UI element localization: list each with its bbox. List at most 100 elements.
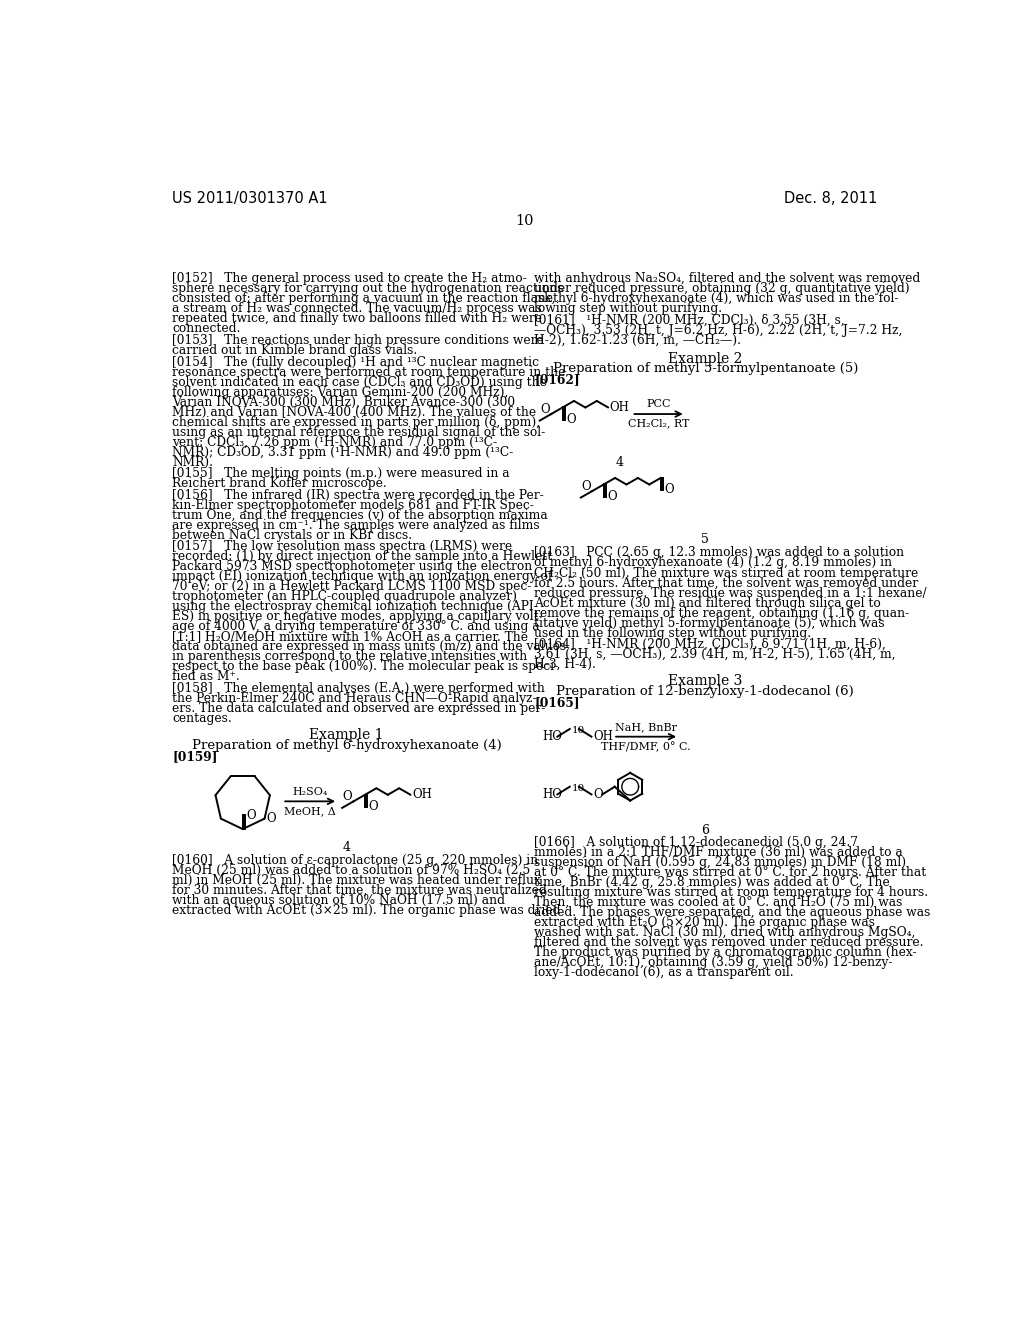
Text: Varian INOVA-300 (300 MHz), Bruker Avance-300 (300: Varian INOVA-300 (300 MHz), Bruker Avanc… [172,396,515,409]
Text: are expressed in cm⁻¹. The samples were analyzed as films: are expressed in cm⁻¹. The samples were … [172,519,540,532]
Text: O: O [566,413,577,425]
Text: used in the following step without purifying.: used in the following step without purif… [535,627,811,640]
Text: impact (EI) ionization technique with an ionization energy of: impact (EI) ionization technique with an… [172,570,553,583]
Text: O: O [247,809,256,822]
Text: with an aqueous solution of 10% NaOH (17.5 ml) and: with an aqueous solution of 10% NaOH (17… [172,894,505,907]
Text: chemical shifts are expressed in parts per million (δ, ppm),: chemical shifts are expressed in parts p… [172,416,541,429]
Text: resulting mixture was stirred at room temperature for 4 hours.: resulting mixture was stirred at room te… [535,886,928,899]
Text: [1:1] H₂O/MeOH mixture with 1% AcOH as a carrier. The: [1:1] H₂O/MeOH mixture with 1% AcOH as a… [172,631,528,643]
Text: [0156]   The infrared (IR) spectra were recorded in the Per-: [0156] The infrared (IR) spectra were re… [172,488,544,502]
Text: under reduced pressure, obtaining (32 g, quantitative yield): under reduced pressure, obtaining (32 g,… [535,282,909,296]
Text: at 0° C. The mixture was stirred at 0° C. for 2 hours. After that: at 0° C. The mixture was stirred at 0° C… [535,866,927,879]
Text: HO: HO [542,730,562,743]
Text: carried out in Kimble brand glass vials.: carried out in Kimble brand glass vials. [172,345,418,356]
Text: THF/DMF, 0° C.: THF/DMF, 0° C. [601,742,691,752]
Text: O: O [593,788,603,801]
Text: 10: 10 [571,784,585,793]
Text: recorded: (1) by direct injection of the sample into a Hewlett: recorded: (1) by direct injection of the… [172,550,552,564]
Text: ES) in positive or negative modes, applying a capillary volt-: ES) in positive or negative modes, apply… [172,610,543,623]
Text: [0154]   The (fully decoupled) ¹H and ¹³C nuclear magnetic: [0154] The (fully decoupled) ¹H and ¹³C … [172,355,540,368]
Text: between NaCl crystals or in KBr discs.: between NaCl crystals or in KBr discs. [172,529,413,541]
Text: data obtained are expressed in mass units (m/z) and the values: data obtained are expressed in mass unit… [172,640,566,653]
Text: of methyl 6-hydroxyhexanoate (4) (1.2 g, 8.19 mmoles) in: of methyl 6-hydroxyhexanoate (4) (1.2 g,… [535,557,892,569]
Text: 6: 6 [701,824,710,837]
Text: Dec. 8, 2011: Dec. 8, 2011 [784,191,878,206]
Text: [0153]   The reactions under high pressure conditions were: [0153] The reactions under high pressure… [172,334,544,347]
Text: [0159]: [0159] [172,750,217,763]
Text: ane/AcOEt, 10:1), obtaining (3.59 g, yield 50%) 12-benzy-: ane/AcOEt, 10:1), obtaining (3.59 g, yie… [535,956,893,969]
Text: Packard 5973 MSD spectrophotometer using the electron: Packard 5973 MSD spectrophotometer using… [172,561,532,573]
Text: age of 4000 V, a drying temperature of 330° C. and using a: age of 4000 V, a drying temperature of 3… [172,620,540,634]
Text: O: O [342,789,352,803]
Text: The product was purified by a chromatographic column (hex-: The product was purified by a chromatogr… [535,946,916,960]
Text: consisted of: after performing a vacuum in the reaction flask,: consisted of: after performing a vacuum … [172,293,556,305]
Text: OH: OH [412,788,432,801]
Text: H-2), 1.62-1.23 (6H, m, —CH₂—).: H-2), 1.62-1.23 (6H, m, —CH₂—). [535,334,741,347]
Text: O: O [665,483,674,496]
Text: PCC: PCC [646,400,671,409]
Text: MeOH, Δ: MeOH, Δ [285,807,336,816]
Text: MHz) and Varian [NOVA-400 (400 MHz). The values of the: MHz) and Varian [NOVA-400 (400 MHz). The… [172,405,537,418]
Text: O: O [267,812,276,825]
Text: [0164]   ¹H-NMR (200 MHz, CDCl₃). δ 9.71 (1H, m, H-6),: [0164] ¹H-NMR (200 MHz, CDCl₃). δ 9.71 (… [535,638,886,651]
Text: resonance spectra were performed at room temperature in the: resonance spectra were performed at room… [172,366,565,379]
Text: for 2.5 hours. After that time, the solvent was removed under: for 2.5 hours. After that time, the solv… [535,577,919,590]
Text: kin-Elmer spectrophotometer models 681 and FT-IR Spec-: kin-Elmer spectrophotometer models 681 a… [172,499,535,512]
Text: following apparatuses: Varian Gemini-200 (200 MHz),: following apparatuses: Varian Gemini-200… [172,385,509,399]
Text: connected.: connected. [172,322,241,335]
Text: US 2011/0301370 A1: US 2011/0301370 A1 [172,191,328,206]
Text: O: O [581,479,591,492]
Text: CH₂Cl₂ (50 ml). The mixture was stirred at room temperature: CH₂Cl₂ (50 ml). The mixture was stirred … [535,566,919,579]
Text: Preparation of methyl 6-hydroxyhexanoate (4): Preparation of methyl 6-hydroxyhexanoate… [191,739,502,752]
Text: repeated twice, and finally two balloons filled with H₂ were: repeated twice, and finally two balloons… [172,313,542,326]
Text: loxy-1-dodecanol (6), as a transparent oil.: loxy-1-dodecanol (6), as a transparent o… [535,966,794,979]
Text: Example 2: Example 2 [669,351,742,366]
Text: lowing step without purifying.: lowing step without purifying. [535,302,722,315]
Text: trum One, and the frequencies (v) of the absorption maxima: trum One, and the frequencies (v) of the… [172,508,548,521]
Text: centages.: centages. [172,711,231,725]
Text: 5: 5 [701,533,710,546]
Text: suspension of NaH (0.595 g, 24.83 mmoles) in DMF (18 ml): suspension of NaH (0.595 g, 24.83 mmoles… [535,857,906,869]
Text: Example 3: Example 3 [669,675,742,688]
Text: trophotometer (an HPLC-coupled quadrupole analyzer): trophotometer (an HPLC-coupled quadrupol… [172,590,517,603]
Text: [0163]   PCC (2.65 g, 12.3 mmoles) was added to a solution: [0163] PCC (2.65 g, 12.3 mmoles) was add… [535,546,904,560]
Text: remove the remains of the reagent, obtaining (1.16 g, quan-: remove the remains of the reagent, obtai… [535,607,909,619]
Text: NMR).: NMR). [172,455,213,469]
Text: Then, the mixture was cooled at 0° C. and H₂O (75 ml) was: Then, the mixture was cooled at 0° C. an… [535,896,902,909]
Text: [0155]   The melting points (m.p.) were measured in a: [0155] The melting points (m.p.) were me… [172,467,510,480]
Text: NaH, BnBr: NaH, BnBr [615,722,677,733]
Text: HO: HO [542,788,562,801]
Text: vent: CDCl₃, 7.26 ppm (¹H-NMR) and 77.0 ppm (¹³C-: vent: CDCl₃, 7.26 ppm (¹H-NMR) and 77.0 … [172,436,498,449]
Text: washed with sat. NaCl (30 ml), dried with anhydrous MgSO₄,: washed with sat. NaCl (30 ml), dried wit… [535,927,915,939]
Text: [0165]: [0165] [535,696,580,709]
Text: AcOEt mixture (30 ml) and filtered through silica gel to: AcOEt mixture (30 ml) and filtered throu… [535,597,881,610]
Text: 4: 4 [615,457,624,470]
Text: in parenthesis correspond to the relative intensities with: in parenthesis correspond to the relativ… [172,651,527,664]
Text: filtered and the solvent was removed under reduced pressure.: filtered and the solvent was removed und… [535,936,924,949]
Text: [0160]   A solution of ε-caprolactone (25 g, 220 mmoles) in: [0160] A solution of ε-caprolactone (25 … [172,854,539,867]
Text: 4: 4 [343,841,350,854]
Text: 10: 10 [515,214,535,228]
Text: titative yield) methyl 5-formylpentanoate (5), which was: titative yield) methyl 5-formylpentanoat… [535,616,885,630]
Text: [0158]   The elemental analyses (E.A.) were performed with: [0158] The elemental analyses (E.A.) wer… [172,682,545,696]
Text: Example 1: Example 1 [309,729,384,742]
Text: CH₂Cl₂, RT: CH₂Cl₂, RT [628,418,689,429]
Text: 3.61 (3H, s, —OCH₃), 2.39 (4H, m, H-2, H-5), 1.65 (4H, m,: 3.61 (3H, s, —OCH₃), 2.39 (4H, m, H-2, H… [535,648,896,661]
Text: NMR); CD₃OD, 3.31 ppm (¹H-NMR) and 49.0 ppm (¹³C-: NMR); CD₃OD, 3.31 ppm (¹H-NMR) and 49.0 … [172,446,513,458]
Text: solvent indicated in each case (CDCl₃ and CD₃OD) using the: solvent indicated in each case (CDCl₃ an… [172,376,547,388]
Text: ml) in MeOH (25 ml). The mixture was heated under reflux: ml) in MeOH (25 ml). The mixture was hea… [172,874,541,887]
Text: sphere necessary for carrying out the hydrogenation reactions: sphere necessary for carrying out the hy… [172,282,563,296]
Text: with anhydrous Na₂SO₄, filtered and the solvent was removed: with anhydrous Na₂SO₄, filtered and the … [535,272,921,285]
Text: fied as M⁺.: fied as M⁺. [172,671,240,684]
Text: mmoles) in a 2:1 THF/DMF mixture (36 ml) was added to a: mmoles) in a 2:1 THF/DMF mixture (36 ml)… [535,846,903,859]
Text: [0152]   The general process used to create the H₂ atmo-: [0152] The general process used to creat… [172,272,527,285]
Text: Preparation of methyl 5-formylpentanoate (5): Preparation of methyl 5-formylpentanoate… [553,363,858,375]
Text: extracted with Et₂O (5×20 ml). The organic phase was: extracted with Et₂O (5×20 ml). The organ… [535,916,876,929]
Text: using as an internal reference the residual signal of the sol-: using as an internal reference the resid… [172,425,546,438]
Text: reduced pressure. The residue was suspended in a 1:1 hexane/: reduced pressure. The residue was suspen… [535,586,927,599]
Text: using the electrospray chemical ionization technique (API-: using the electrospray chemical ionizati… [172,601,538,614]
Text: [0161]   ¹H-NMR (200 MHz, CDCl₃). δ 3.55 (3H, s,: [0161] ¹H-NMR (200 MHz, CDCl₃). δ 3.55 (… [535,314,845,327]
Text: O: O [607,490,617,503]
Text: respect to the base peak (100%). The molecular peak is speci-: respect to the base peak (100%). The mol… [172,660,558,673]
Text: for 30 minutes. After that time, the mixture was neutralized: for 30 minutes. After that time, the mix… [172,884,547,896]
